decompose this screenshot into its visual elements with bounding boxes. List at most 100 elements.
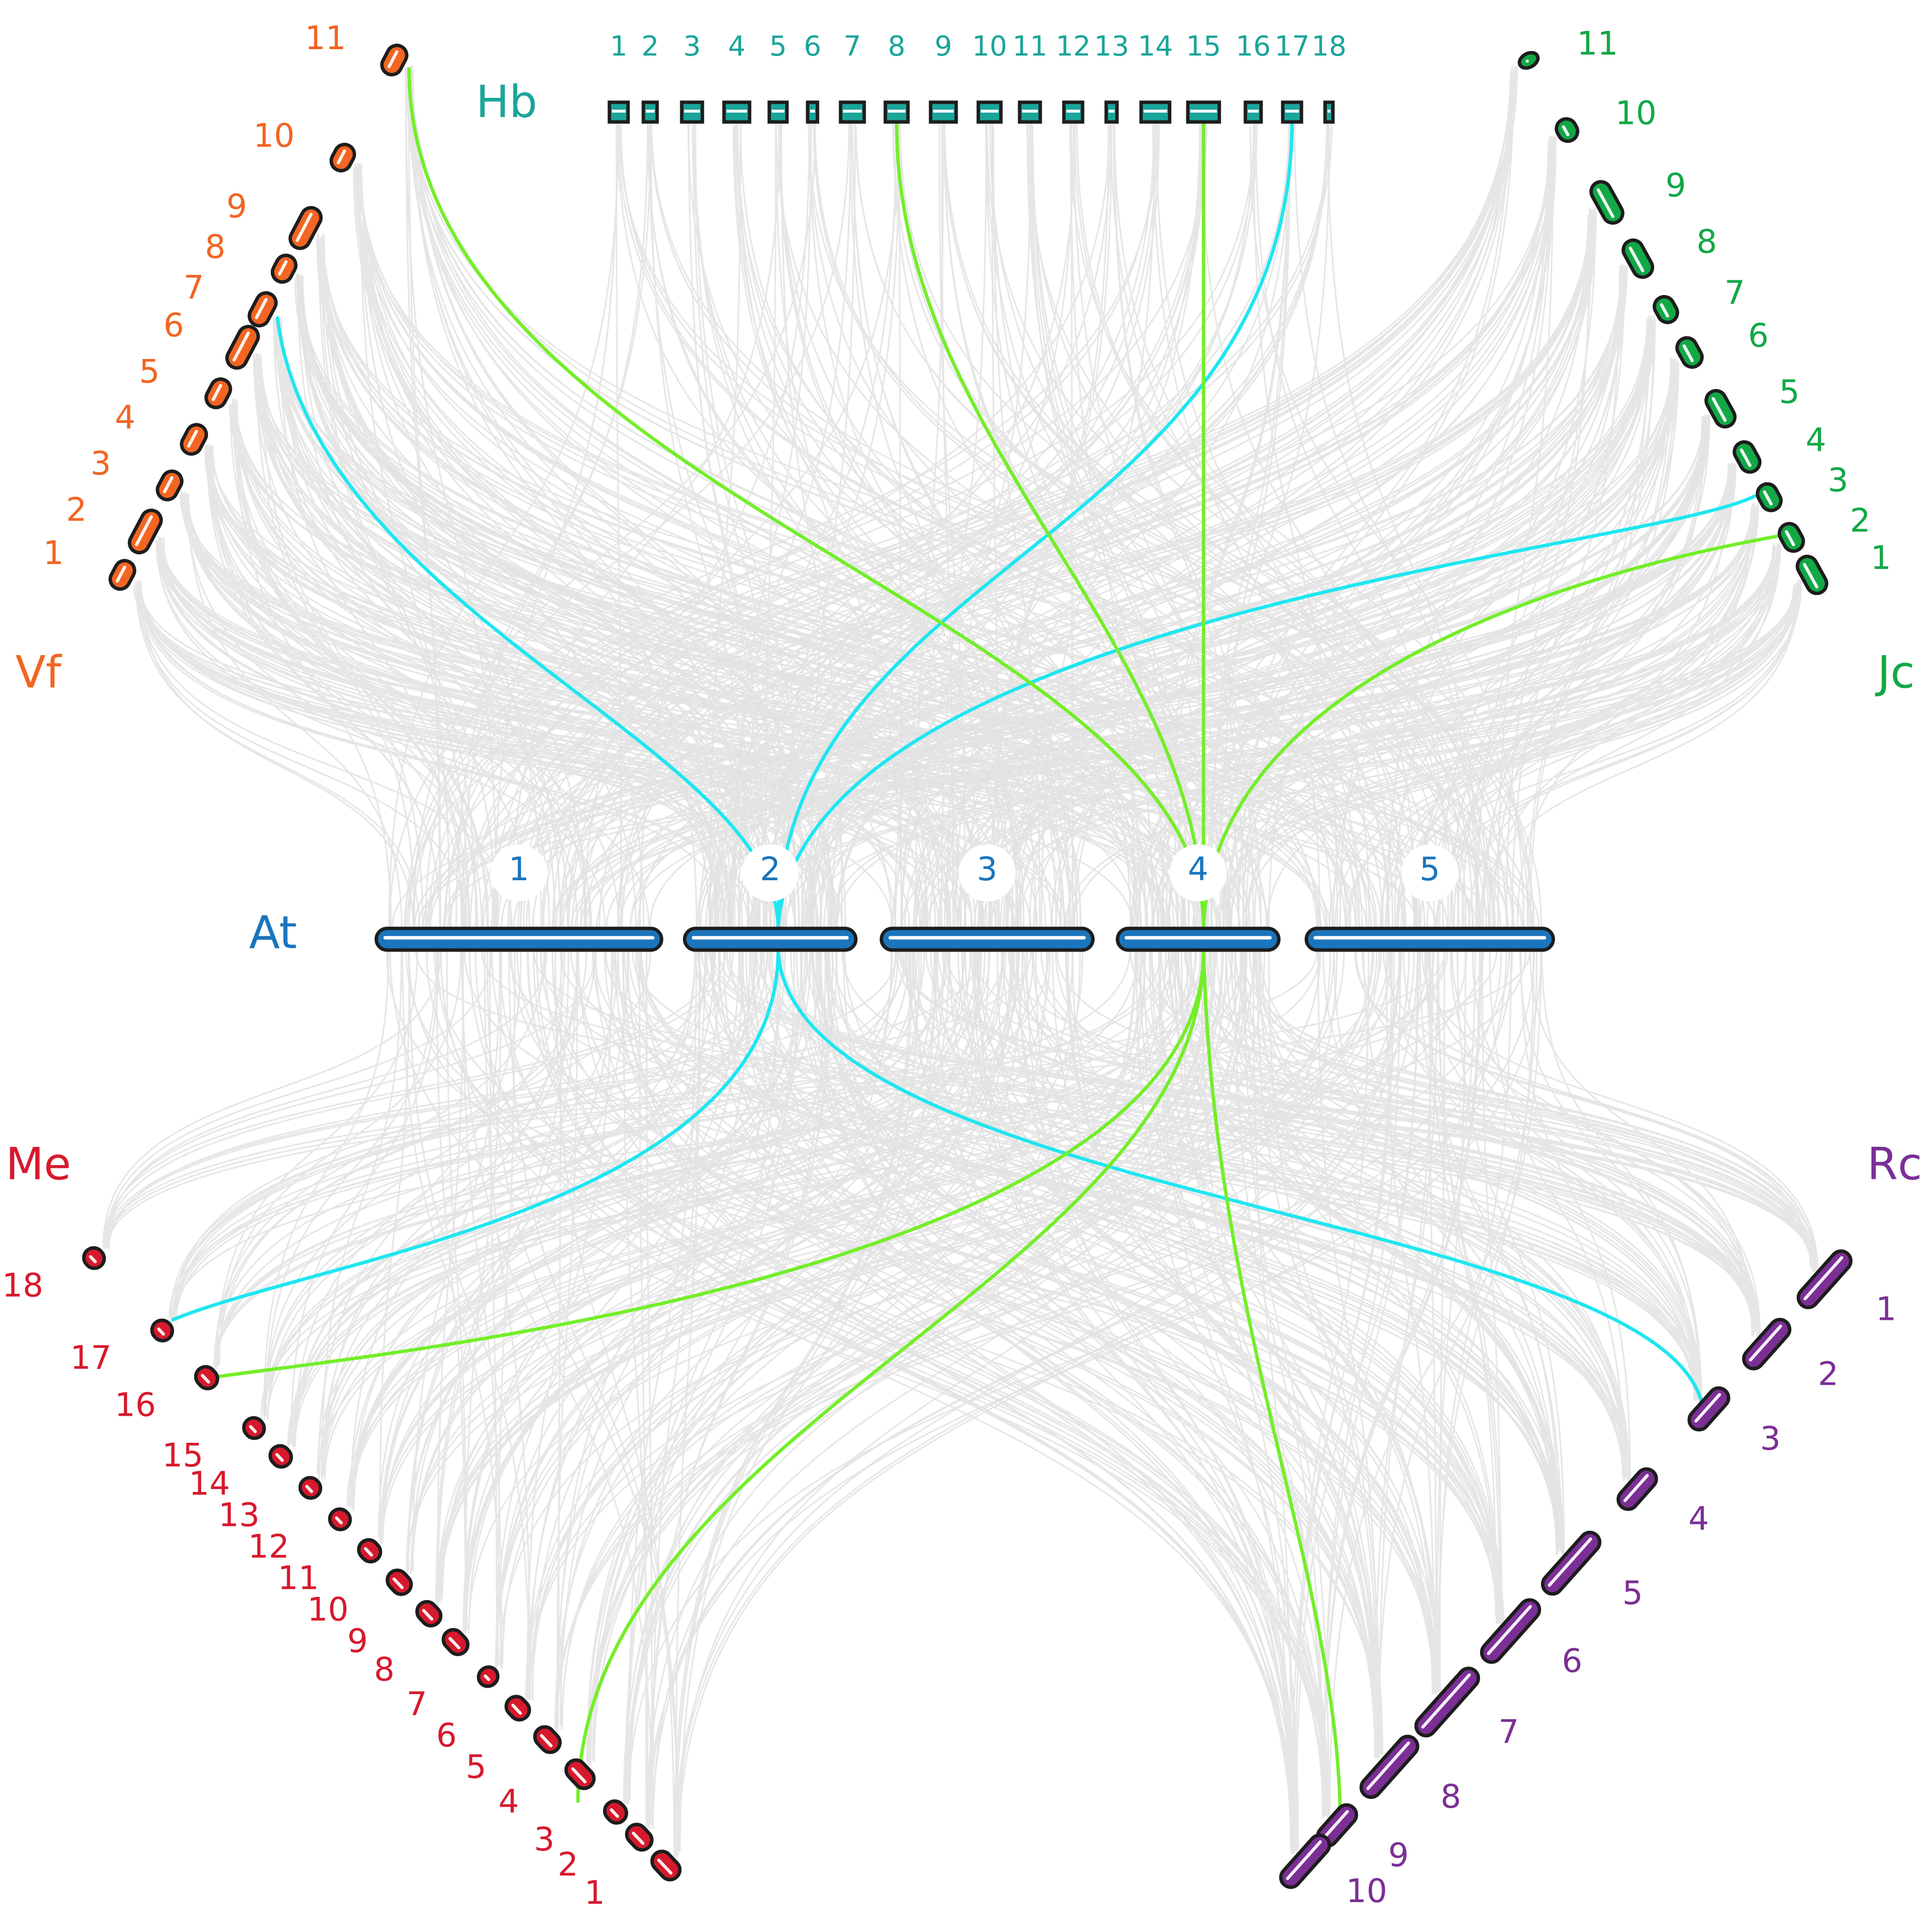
- rc-chromosome-1: [1796, 1249, 1853, 1310]
- vf-chromosome-label-2: 2: [66, 491, 87, 529]
- hb-chromosome-7: [839, 100, 866, 124]
- background-links: [102, 65, 1818, 1858]
- me-chromosome-7: [477, 1665, 500, 1688]
- hb-chromosome-label-17: 17: [1274, 30, 1309, 62]
- highlight-link-cyan-2: [776, 121, 1294, 929]
- hb-chromosome-label-5: 5: [769, 30, 787, 62]
- hb-chromosome-label-10: 10: [972, 30, 1007, 62]
- me-chromosome-15: [242, 1416, 266, 1440]
- me-chromosome-3: [603, 1799, 629, 1825]
- hb-chromosome-label-7: 7: [844, 30, 861, 62]
- me-chromosome-label-12: 12: [248, 1528, 289, 1566]
- highlight-link-green-10: [215, 949, 1206, 1379]
- species-label-at: At: [249, 906, 297, 959]
- at-chromosome-label-4: 4: [1188, 850, 1208, 888]
- hb-chromosome-label-16: 16: [1236, 30, 1270, 62]
- jc-chromosome-label-3: 3: [1828, 461, 1848, 499]
- jc-chromosome-10: [1555, 117, 1579, 143]
- me-chromosome-label-4: 4: [498, 1783, 519, 1820]
- at-chromosome-2: [683, 926, 858, 952]
- hb-chromosome-14: [1139, 100, 1172, 124]
- rc-chromosome-label-2: 2: [1818, 1355, 1839, 1393]
- species-label-vf: Vf: [15, 647, 62, 698]
- at-chromosome-5: [1304, 926, 1555, 952]
- me-chromosome-label-14: 14: [189, 1465, 230, 1503]
- hb-chromosome-label-3: 3: [683, 30, 701, 62]
- vf-chromosome-4: [180, 423, 208, 456]
- jc-chromosome-label-9: 9: [1665, 167, 1686, 205]
- me-chromosome-label-1: 1: [584, 1874, 605, 1908]
- rc-chromosome-4: [1616, 1467, 1658, 1511]
- highlight-link-cyan-1: [275, 316, 780, 929]
- rc-chromosome-5: [1540, 1530, 1601, 1596]
- me-chromosome-label-6: 6: [436, 1717, 457, 1755]
- species-label-rc: Rc: [1867, 1138, 1922, 1190]
- vf-chromosome-3: [155, 469, 184, 502]
- hb-chromosome-13: [1104, 100, 1119, 124]
- me-chromosome-17: [150, 1318, 174, 1342]
- hb-chromosome-label-2: 2: [641, 30, 659, 62]
- rc-chromosome-label-1: 1: [1876, 1290, 1897, 1328]
- hb-chromosome-6: [806, 100, 819, 124]
- hb-chromosome-label-12: 12: [1056, 30, 1090, 62]
- me-chromosome-13: [298, 1476, 323, 1500]
- rc-chromosome-label-7: 7: [1498, 1713, 1519, 1751]
- vf-chromosome-9: [288, 206, 323, 250]
- highlight-link-green-12: [1202, 949, 1342, 1821]
- hb-chromosome-12: [1062, 100, 1085, 124]
- me-chromosome-label-11: 11: [277, 1559, 319, 1597]
- hb-chromosome-18: [1323, 100, 1335, 124]
- me-chromosome-11: [357, 1538, 383, 1564]
- hb-chromosome-label-11: 11: [1012, 30, 1047, 62]
- at-label-badge-2: [742, 844, 799, 901]
- jc-chromosome-label-6: 6: [1748, 317, 1769, 355]
- jc-chromosome-8: [1621, 238, 1655, 279]
- vf-chromosome-label-4: 4: [115, 399, 135, 437]
- jc-chromosome-6: [1675, 336, 1704, 369]
- hb-chromosome-10: [976, 100, 1003, 124]
- hb-chromosome-label-14: 14: [1138, 30, 1173, 62]
- rc-chromosome-label-5: 5: [1622, 1574, 1643, 1612]
- highlight-link-cyan-4: [171, 949, 780, 1322]
- hb-chromosome-label-18: 18: [1311, 30, 1346, 62]
- me-chromosome-18: [82, 1246, 106, 1270]
- hb-chromosome-8: [883, 100, 910, 124]
- highlighted-links: [171, 67, 1779, 1821]
- highlight-link-green-6: [407, 67, 1206, 929]
- jc-chromosome-5: [1704, 389, 1737, 429]
- rc-chromosome-8: [1359, 1734, 1419, 1799]
- jc-chromosome-label-8: 8: [1696, 223, 1717, 261]
- me-chromosome-label-7: 7: [406, 1685, 427, 1723]
- background-link-group: [403, 65, 1711, 1858]
- vf-chromosome-label-10: 10: [253, 117, 295, 155]
- vf-chromosome-label-9: 9: [226, 187, 247, 225]
- at-chromosome-4: [1116, 926, 1281, 952]
- rc-chromosome-7: [1414, 1667, 1480, 1738]
- at-label-badge-4: [1170, 844, 1227, 901]
- me-chromosome-14: [268, 1444, 293, 1469]
- highlight-link-cyan-5: [776, 949, 1706, 1420]
- jc-chromosome-label-2: 2: [1850, 502, 1871, 539]
- me-chromosome-5: [533, 1725, 562, 1754]
- me-chromosome-label-18: 18: [2, 1266, 43, 1304]
- me-chromosome-6: [504, 1695, 531, 1722]
- me-chromosome-label-5: 5: [466, 1748, 486, 1786]
- hb-chromosome-label-1: 1: [610, 30, 628, 62]
- jc-chromosome-label-7: 7: [1724, 274, 1745, 312]
- hb-chromosome-5: [767, 100, 789, 124]
- chromosome-bars: [82, 43, 1853, 1889]
- vf-chromosome-label-8: 8: [205, 228, 226, 266]
- me-chromosome-1: [650, 1849, 682, 1881]
- jc-chromosome-7: [1653, 295, 1679, 325]
- jc-chromosome-2: [1778, 522, 1805, 553]
- at-chromosome-label-3: 3: [977, 850, 997, 888]
- me-chromosome-16: [194, 1365, 219, 1391]
- rc-chromosome-label-9: 9: [1388, 1836, 1409, 1874]
- me-chromosome-label-3: 3: [534, 1820, 555, 1858]
- species-label-jc: Jc: [1875, 647, 1915, 698]
- rc-chromosome-label-8: 8: [1441, 1778, 1461, 1816]
- vf-chromosome-label-3: 3: [91, 445, 111, 482]
- vf-chromosome-label-5: 5: [139, 353, 160, 390]
